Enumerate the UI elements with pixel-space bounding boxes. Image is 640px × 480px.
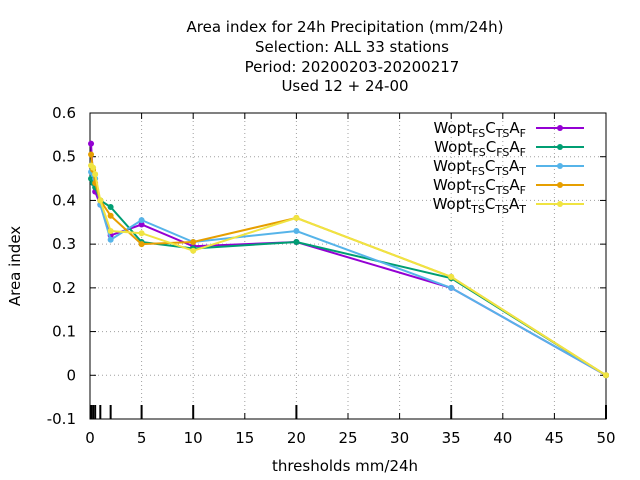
series-4 bbox=[88, 151, 609, 379]
data-point bbox=[90, 164, 97, 171]
series-group bbox=[88, 140, 609, 379]
legend-marker bbox=[557, 163, 563, 169]
y-tick-labels: -0.1 0 0.1 0.2 0.3 0.4 0.5 0.6 bbox=[47, 104, 76, 428]
data-point bbox=[603, 372, 609, 379]
series-line bbox=[90, 143, 607, 377]
y-tick-label: 0 bbox=[66, 366, 76, 384]
series-2 bbox=[88, 175, 609, 379]
data-point bbox=[190, 247, 197, 254]
data-point bbox=[138, 230, 145, 237]
legend-entry: WoptFSCTSAT bbox=[433, 157, 584, 178]
legend-entry: WoptTSCTSAF bbox=[433, 176, 584, 197]
x-tick-label: 40 bbox=[493, 429, 512, 447]
series-5 bbox=[88, 162, 609, 379]
grid-lines bbox=[90, 113, 606, 419]
chart-title: Area index for 24h Precipitation (mm/24h… bbox=[187, 18, 504, 95]
data-point bbox=[97, 197, 104, 204]
x-tick-labels: 0 5 10 15 20 25 30 35 40 45 50 bbox=[85, 429, 615, 447]
x-tick-label: 5 bbox=[137, 429, 147, 447]
legend-label: WoptTSCTSAT bbox=[433, 195, 527, 216]
series-line bbox=[90, 154, 607, 377]
x-tick-label: 0 bbox=[85, 429, 95, 447]
data-point bbox=[448, 284, 455, 291]
y-tick-label: 0.5 bbox=[52, 148, 76, 166]
series-line bbox=[90, 164, 607, 377]
legend-label: WoptFSCFSAF bbox=[434, 138, 526, 159]
data-point bbox=[448, 273, 455, 280]
y-tick-label: 0.6 bbox=[52, 104, 76, 122]
y-tick-label: -0.1 bbox=[47, 410, 76, 428]
data-point bbox=[88, 151, 95, 158]
y-tick-label: 0.4 bbox=[52, 191, 76, 209]
data-point bbox=[107, 228, 114, 235]
series-1 bbox=[88, 140, 609, 379]
data-point bbox=[107, 212, 114, 219]
data-point bbox=[190, 238, 197, 245]
data-point bbox=[138, 221, 145, 228]
x-axis-label: thresholds mm/24h bbox=[272, 457, 418, 475]
x-tick-label: 50 bbox=[596, 429, 615, 447]
x-tick-label: 10 bbox=[184, 429, 203, 447]
x-tick-label: 15 bbox=[235, 429, 254, 447]
legend-marker bbox=[557, 182, 563, 188]
legend-marker bbox=[557, 125, 563, 131]
data-point bbox=[107, 236, 114, 243]
legend-entry: WoptFSCFSAF bbox=[434, 138, 584, 159]
title-line-3: Period: 20200203-20200217 bbox=[245, 58, 460, 76]
legend-marker bbox=[557, 201, 563, 207]
x-tick-label: 35 bbox=[442, 429, 461, 447]
legend-label: WoptFSCTSAF bbox=[434, 119, 526, 140]
title-line-1: Area index for 24h Precipitation (mm/24h… bbox=[187, 18, 504, 36]
legend-label: WoptTSCTSAF bbox=[433, 176, 526, 197]
x-tick-label: 30 bbox=[390, 429, 409, 447]
data-point bbox=[293, 214, 300, 221]
legend-marker bbox=[557, 144, 563, 150]
title-line-4: Used 12 + 24-00 bbox=[281, 77, 408, 95]
data-point bbox=[293, 238, 300, 245]
y-tick-label: 0.3 bbox=[52, 235, 76, 253]
title-line-2: Selection: ALL 33 stations bbox=[255, 38, 449, 56]
data-point bbox=[92, 171, 99, 178]
x-tick-label: 20 bbox=[287, 429, 306, 447]
x-tick-label: 45 bbox=[545, 429, 564, 447]
y-axis-label: Area index bbox=[6, 226, 24, 306]
x-tick-label: 25 bbox=[338, 429, 357, 447]
legend-entry: WoptFSCTSAF bbox=[434, 119, 584, 140]
legend: WoptFSCTSAFWoptFSCFSAFWoptFSCTSATWoptTSC… bbox=[433, 119, 584, 216]
data-point bbox=[88, 140, 95, 147]
legend-entry: WoptTSCTSAT bbox=[433, 195, 584, 216]
legend-label: WoptFSCTSAT bbox=[433, 157, 526, 178]
y-tick-label: 0.2 bbox=[52, 279, 76, 297]
data-point bbox=[138, 241, 145, 248]
y-tick-label: 0.1 bbox=[52, 323, 76, 341]
data-point bbox=[138, 217, 145, 224]
data-point bbox=[293, 228, 300, 235]
data-point bbox=[107, 203, 114, 210]
threshold-marks bbox=[90, 405, 607, 419]
